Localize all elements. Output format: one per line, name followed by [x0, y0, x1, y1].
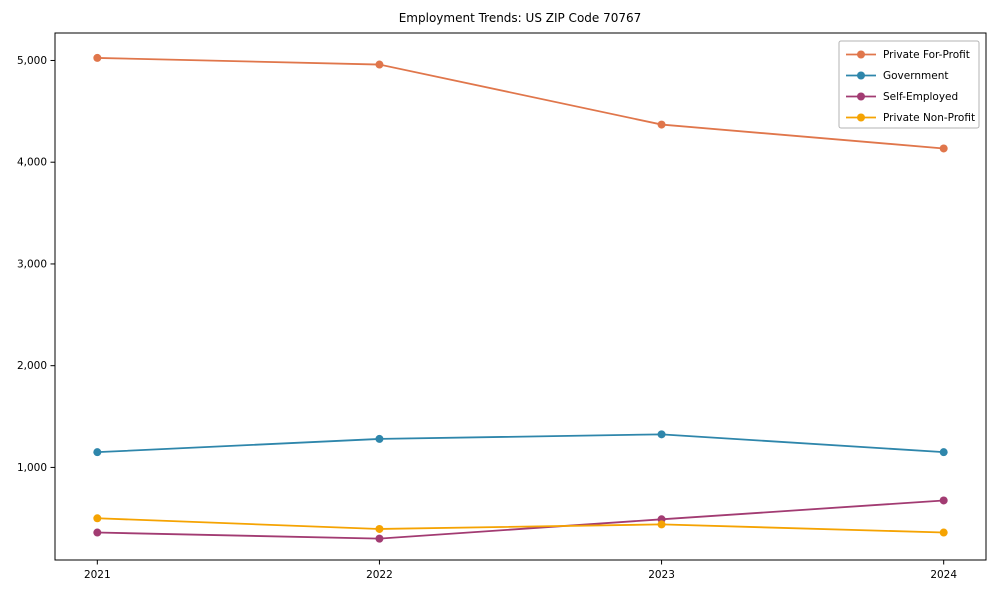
data-point-private-for-profit: [657, 120, 666, 129]
y-axis: 1,000 2,000 3,000 4,000 5,000: [17, 55, 55, 474]
y-tick-label: 2,000: [17, 360, 47, 372]
x-tick-label: 2021: [84, 569, 111, 581]
legend-label-government: Government: [883, 70, 948, 82]
y-tick-label: 3,000: [17, 258, 47, 270]
legend-marker-self-employed: [857, 92, 865, 101]
chart-title: Employment Trends: US ZIP Code 70767: [399, 11, 642, 25]
x-tick-label: 2024: [930, 569, 957, 581]
y-tick-label: 4,000: [17, 157, 47, 169]
data-point-private-non-profit: [657, 520, 666, 529]
series-line-private-non-profit: [97, 517, 944, 534]
axes-border: [54, 32, 987, 561]
data-point-self-employed: [939, 496, 948, 505]
legend-label-private-non-profit: Private Non-Profit: [883, 112, 975, 124]
legend-marker-private-non-profit: [857, 113, 865, 122]
plot-area: [55, 33, 986, 560]
legend: Private For-Profit Government Self-Employe…: [838, 40, 980, 129]
x-tick-label: 2022: [366, 569, 393, 581]
data-point-government: [375, 434, 384, 443]
legend-label-private-for-profit: Private For-Profit: [883, 49, 970, 61]
data-point-government: [657, 430, 666, 439]
data-point-private-non-profit: [939, 528, 948, 537]
series-line-government: [97, 433, 944, 454]
legend-marker-private-for-profit: [857, 50, 865, 59]
series-line-self-employed: [97, 499, 944, 540]
data-point-self-employed: [93, 528, 102, 537]
legend-marker-government: [857, 71, 865, 80]
legend-label-self-employed: Self-Employed: [883, 91, 958, 103]
x-axis: 2021 2022 2023 2024: [84, 560, 957, 581]
data-point-private-for-profit: [939, 144, 948, 153]
data-point-private-non-profit: [93, 514, 102, 523]
data-point-private-for-profit: [93, 53, 102, 62]
x-tick-label: 2023: [648, 569, 675, 581]
y-tick-label: 5,000: [17, 55, 47, 67]
data-point-self-employed: [375, 534, 384, 543]
series-line-private-for-profit: [97, 57, 944, 150]
y-tick-label: 1,000: [17, 462, 47, 474]
data-point-private-non-profit: [375, 524, 384, 533]
series-layer: [93, 53, 948, 543]
legend-box: [838, 40, 980, 129]
data-point-government: [93, 448, 102, 457]
data-point-government: [939, 448, 948, 457]
data-point-private-for-profit: [375, 60, 384, 69]
